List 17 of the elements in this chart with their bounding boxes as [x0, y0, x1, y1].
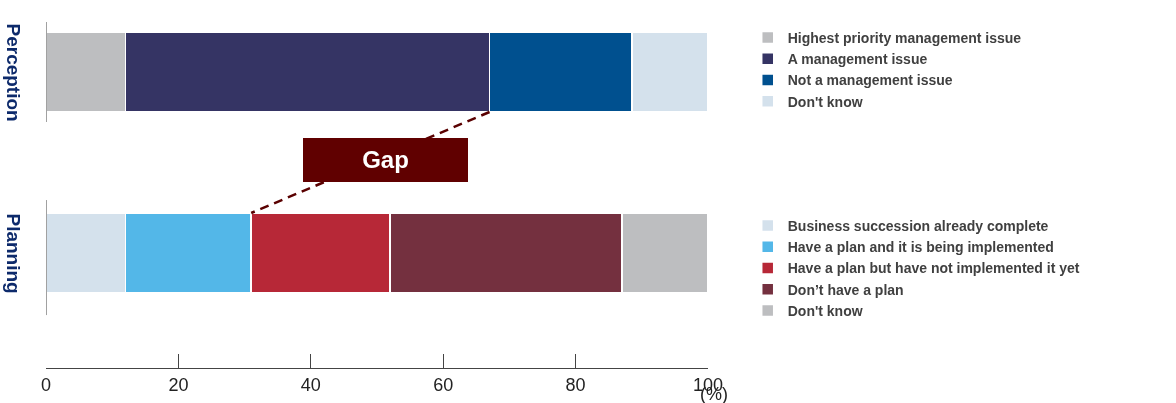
legend-label: Don’t have a plan — [787, 281, 904, 298]
x-tick-label: 60 — [433, 374, 454, 395]
x-tick-label: 80 — [565, 374, 586, 395]
legend-label: Don't know — [787, 93, 863, 110]
legend-label: Not a management issue — [787, 72, 953, 89]
legend-label: A management issue — [787, 51, 928, 68]
legend-label: Business succession already complete — [787, 218, 1049, 235]
text: Gap — [303, 138, 468, 182]
x-tick-label: 20 — [168, 374, 189, 395]
legend-label: Highest priority management issue — [787, 30, 1022, 47]
legend-label: Have a plan and it is being implemented — [787, 239, 1054, 256]
legend-label: Don't know — [787, 302, 863, 319]
x-tick-label: 40 — [300, 374, 321, 395]
y-axis-title: Perception — [2, 23, 24, 122]
legend-label: Have a plan but have not implemented it yet — [787, 260, 1080, 277]
x-tick-label: 0 — [40, 374, 52, 395]
y-axis-title: Planning — [2, 213, 24, 294]
